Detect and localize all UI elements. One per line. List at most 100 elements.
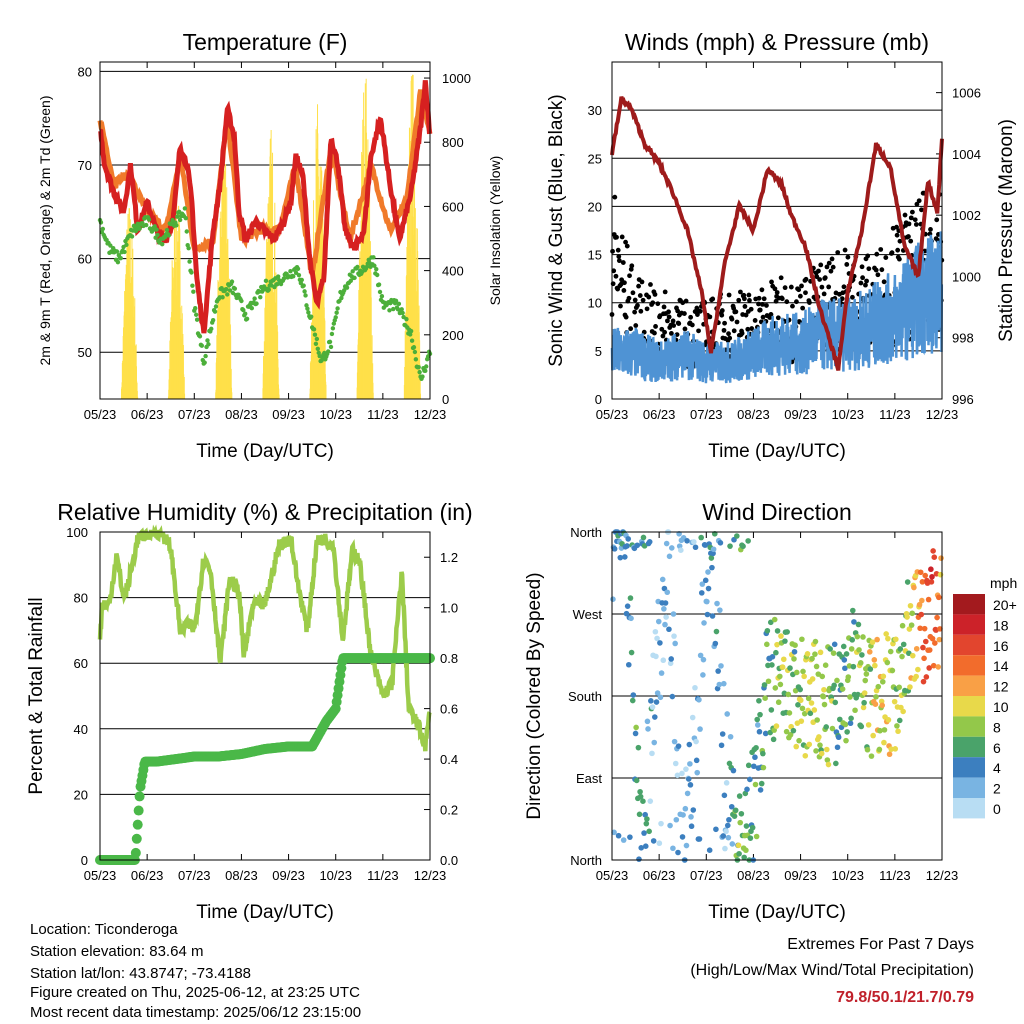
direction-point [726,816,732,823]
direction-point [860,634,866,640]
gust-point [894,232,900,238]
direction-point [767,619,774,626]
gust-point [722,320,727,326]
direction-point [754,716,760,723]
direction-point [693,757,700,764]
temperature-xtick-label: 06/23 [131,407,164,422]
temperature-xtick-label: 08/23 [225,407,258,422]
direction-point [702,577,709,584]
created-text: Figure created on Thu, 2025-06-12, at 23… [30,984,360,1001]
direction-point [628,615,634,622]
dewpoint-point [348,278,353,283]
direction-point [797,686,803,693]
gust-point [733,309,739,315]
humidity-ytick-label: 40 [74,722,88,737]
direction-point [885,635,891,642]
direction-point [802,752,809,759]
direction-point [670,611,677,617]
gust-point [633,323,639,328]
speed-legend-label: 18 [993,617,1009,633]
direction-point [610,596,616,602]
gust-point [874,251,880,257]
direction-point [800,668,806,675]
winds-ytick-label: 25 [588,151,602,166]
dewpoint-point [374,266,379,272]
gust-point [879,267,885,273]
direction-point [751,763,757,770]
direction-point [872,701,879,708]
gust-point [622,280,627,286]
dewpoint-point [193,312,199,317]
direction-point [668,656,675,662]
direction-point [769,653,776,660]
direction-point [892,746,899,752]
gust-point [675,308,681,314]
dewpoint-point [376,282,382,287]
direction-point [839,686,846,692]
dewpoint-point [301,283,306,288]
gust-point [637,293,643,298]
gust-point [841,284,847,290]
direction-point [792,642,798,649]
direction-point [801,673,807,680]
direction-point [724,822,731,829]
direction-point [752,754,758,761]
direction-point [715,668,721,674]
dewpoint-point [424,364,429,369]
winds-ylabel: Sonic Wind & Gust (Blue, Black) [546,94,567,366]
direction-point [687,782,694,788]
speed-legend-swatch [953,655,985,676]
dewpoint-point [328,344,334,350]
direction-point [667,822,673,829]
direction-point [659,576,666,583]
direction-point [727,733,734,740]
direction-point [640,798,646,804]
dewpoint-point [344,285,350,290]
direction-point [684,538,690,544]
direction-point [934,614,940,621]
humidity-xtick-label: 07/23 [178,868,211,883]
dewpoint-point [312,332,318,337]
direction-point [808,700,815,706]
dewpoint-point [203,353,208,359]
dewpoint-point [100,226,106,232]
dewpoint-point [306,310,311,315]
direction-point [900,641,907,648]
direction-point [749,824,756,831]
direction-point [832,699,839,706]
gust-point [618,303,623,309]
gust-point [650,300,656,306]
direction-point [907,684,913,690]
direction-point [646,828,652,835]
dewpoint-point [313,341,319,346]
direction-point [649,704,656,710]
gust-point [897,238,903,244]
gust-point [623,239,628,245]
humidity-y2tick-label: 0.2 [440,803,458,818]
gust-point [749,326,755,331]
direction-point [847,694,853,700]
direction-point [877,727,883,734]
gust-point [646,294,652,300]
speed-legend-label: 2 [993,781,1001,797]
direction-ylabel: Direction (Colored By Speed) [524,572,545,819]
winds-y2tick-label: 996 [952,392,974,407]
winds-ytick-label: 0 [595,392,602,407]
direction-point [809,676,816,682]
direction-point [777,681,784,688]
direction-point [899,622,906,629]
direction-xtick-label: 12/23 [926,868,959,883]
direction-point [654,635,660,642]
gust-point [721,327,727,333]
speed-legend-swatch [953,757,985,778]
dewpoint-point [146,217,152,222]
direction-point [864,746,871,753]
direction-point [624,543,630,549]
direction-point [736,793,743,799]
temperature-xtick-label: 09/23 [272,407,305,422]
dewpoint-point [190,283,195,288]
winds-ytick-label: 10 [588,296,602,311]
gust-point [752,318,758,323]
direction-point [657,640,663,646]
direction-point [704,598,710,605]
